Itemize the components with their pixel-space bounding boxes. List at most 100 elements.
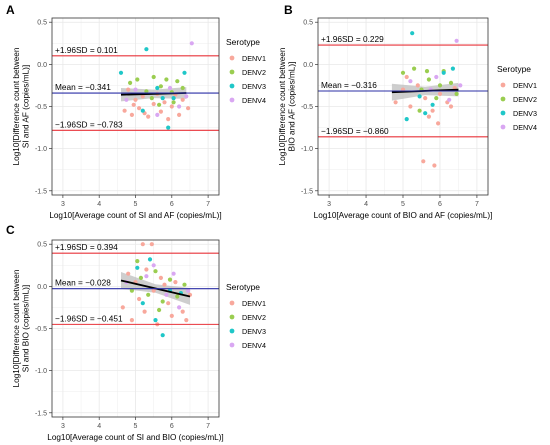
point-denv4 (155, 112, 160, 117)
x-tick-label: 3 (327, 201, 331, 208)
point-denv4 (447, 97, 452, 102)
upper-sd-label: +1.96SD = 0.101 (55, 45, 118, 55)
y-tick-label: 0.5 (303, 20, 313, 27)
mean-label: Mean = −0.316 (321, 80, 377, 90)
y-tick-label: 0.5 (37, 20, 47, 27)
y-tick-label: 0.5 (37, 242, 47, 249)
point-denv1 (432, 163, 437, 168)
point-denv1 (120, 305, 125, 310)
point-denv4 (184, 94, 189, 99)
point-denv4 (458, 83, 463, 88)
x-tick-label: 6 (438, 201, 442, 208)
data-points (118, 41, 194, 130)
point-denv2 (129, 288, 134, 293)
point-denv1 (126, 271, 131, 276)
x-tick-label: 4 (97, 201, 101, 208)
point-denv1 (158, 109, 163, 114)
point-denv2 (164, 77, 169, 82)
point-denv2 (448, 80, 454, 85)
point-denv1 (421, 159, 426, 164)
legend-item-label: DENV4 (242, 96, 266, 105)
point-denv2 (454, 91, 459, 96)
point-denv3 (118, 70, 124, 75)
point-denv2 (144, 89, 149, 94)
point-denv1 (133, 97, 138, 102)
point-denv3 (144, 47, 149, 52)
point-denv3 (135, 265, 140, 270)
point-denv1 (140, 242, 145, 247)
lower-sd-label: −1.96SD = −0.860 (321, 126, 389, 136)
y-axis-title-line: Log10[Difference count between (278, 47, 287, 165)
point-denv2 (175, 79, 180, 84)
upper-sd-label: +1.96SD = 0.394 (55, 242, 118, 252)
x-tick-label: 4 (364, 201, 368, 208)
point-denv2 (135, 77, 140, 82)
point-denv4 (133, 87, 138, 92)
legend-item-label: DENV1 (513, 81, 537, 90)
point-denv1 (158, 275, 163, 280)
point-denv4 (434, 74, 439, 80)
point-denv1 (137, 106, 142, 111)
x-tick-label: 4 (97, 423, 101, 430)
point-denv1 (186, 106, 191, 111)
point-denv1 (162, 100, 167, 105)
point-denv1 (408, 104, 413, 109)
point-denv1 (144, 267, 149, 272)
legend-swatch-denv4 (500, 124, 506, 130)
x-tick-label: 7 (206, 423, 210, 430)
point-denv2 (424, 69, 430, 74)
point-denv4 (124, 97, 129, 102)
legend-swatch-denv4 (229, 97, 235, 103)
point-denv2 (135, 259, 140, 264)
x-tick-label: 5 (134, 423, 138, 430)
point-denv1 (151, 101, 156, 107)
panel-c: C +1.96SD = 0.394 Mean = −0.028 −1.96SD = −… (6, 223, 266, 442)
point-denv1 (122, 108, 127, 113)
x-axis-title: Log10[Average count of SI and AF (copies… (49, 211, 221, 220)
legend: Serotype DENV1 DENV2 DENV3 DENV4 (226, 282, 266, 350)
point-denv3 (160, 96, 165, 101)
point-denv4 (171, 271, 176, 276)
legend-item-label: DENV4 (242, 341, 266, 350)
legend-swatch-denv1 (500, 82, 506, 88)
y-tick-label: -1.0 (301, 146, 313, 153)
point-denv3 (404, 117, 409, 122)
point-denv4 (454, 38, 459, 43)
point-denv1 (131, 102, 136, 107)
x-axis-title: Log10[Average count of SI and BIO (copie… (47, 433, 223, 442)
point-denv1 (169, 313, 174, 318)
y-axis-title: Log10[Difference count betweenBIO and AF… (278, 47, 297, 165)
point-denv1 (426, 114, 431, 119)
point-denv1 (177, 112, 182, 117)
point-denv1 (415, 83, 420, 88)
point-denv1 (169, 104, 174, 109)
point-denv2 (412, 66, 417, 71)
legend: Serotype DENV1 DENV2 DENV3 DENV4 (226, 37, 266, 105)
point-denv4 (177, 104, 182, 109)
panel-label: B (284, 3, 293, 17)
point-denv1 (162, 282, 167, 287)
y-axis-title: Log10[Difference count betweenSI and AF … (12, 47, 31, 165)
legend-item-label: DENV4 (513, 123, 537, 132)
legend-swatch-denv2 (229, 314, 235, 320)
point-denv3 (155, 85, 160, 91)
x-tick-label: 6 (170, 201, 174, 208)
point-denv4 (164, 292, 169, 297)
point-denv3 (450, 66, 455, 71)
y-axis-title-line: BIO and AF (copies/mL)] (288, 62, 297, 152)
legend-title: Serotype (497, 64, 531, 74)
point-denv4 (177, 305, 182, 310)
point-denv1 (430, 108, 435, 113)
legend-item-label: DENV2 (513, 95, 537, 104)
x-tick-label: 7 (475, 201, 479, 208)
y-tick-label: 0.0 (303, 62, 313, 69)
mean-label: Mean = −0.341 (55, 82, 111, 92)
legend-swatch-denv3 (229, 83, 235, 89)
point-denv1 (166, 301, 171, 306)
point-denv1 (180, 309, 185, 314)
legend-swatch-denv4 (229, 342, 235, 348)
point-denv3 (140, 108, 145, 113)
upper-sd-label: +1.96SD = 0.229 (321, 34, 384, 44)
point-denv2 (158, 84, 163, 89)
y-tick-label: -1.5 (35, 188, 47, 195)
